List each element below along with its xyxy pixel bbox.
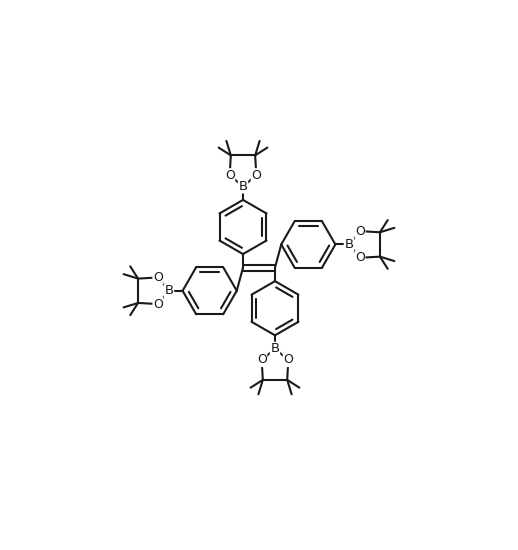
Text: O: O [257,354,267,366]
Text: O: O [355,251,365,264]
Text: B: B [344,238,353,251]
Text: B: B [165,284,174,297]
Text: O: O [251,169,261,182]
Text: B: B [270,342,280,355]
Text: O: O [153,271,163,284]
Text: O: O [225,169,235,182]
Text: O: O [153,298,163,311]
Text: O: O [283,354,293,366]
Text: B: B [238,180,248,193]
Text: O: O [355,224,365,238]
